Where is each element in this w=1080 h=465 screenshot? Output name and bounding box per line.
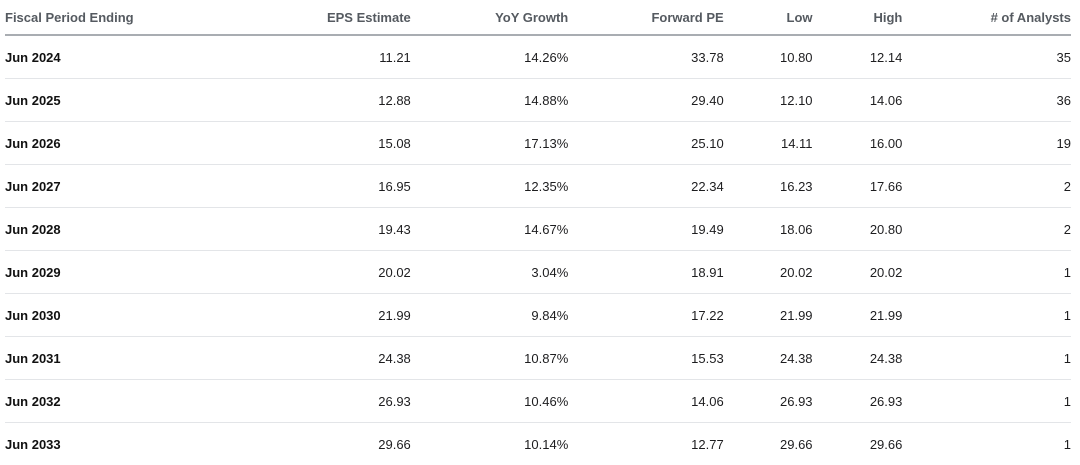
cell-high: 20.80	[813, 208, 903, 251]
cell-forward-pe: 22.34	[568, 165, 723, 208]
cell-eps-estimate: 24.38	[197, 337, 411, 380]
column-header-analysts[interactable]: # of Analysts	[902, 0, 1071, 35]
cell-analysts: 19	[902, 122, 1071, 165]
cell-fiscal-period: Jun 2032	[5, 380, 197, 423]
cell-low: 20.02	[724, 251, 813, 294]
cell-fiscal-period: Jun 2030	[5, 294, 197, 337]
cell-low: 18.06	[724, 208, 813, 251]
cell-low: 10.80	[724, 35, 813, 79]
cell-low: 26.93	[724, 380, 813, 423]
cell-fiscal-period: Jun 2026	[5, 122, 197, 165]
cell-fiscal-period: Jun 2027	[5, 165, 197, 208]
cell-forward-pe: 18.91	[568, 251, 723, 294]
cell-yoy-growth: 17.13%	[411, 122, 568, 165]
cell-high: 14.06	[813, 79, 903, 122]
cell-yoy-growth: 14.26%	[411, 35, 568, 79]
cell-low: 29.66	[724, 423, 813, 465]
cell-forward-pe: 33.78	[568, 35, 723, 79]
cell-forward-pe: 14.06	[568, 380, 723, 423]
cell-yoy-growth: 10.14%	[411, 423, 568, 465]
table-header: Fiscal Period Ending EPS Estimate YoY Gr…	[5, 0, 1071, 35]
cell-high: 21.99	[813, 294, 903, 337]
cell-high: 12.14	[813, 35, 903, 79]
cell-analysts: 1	[902, 294, 1071, 337]
column-header-low[interactable]: Low	[724, 0, 813, 35]
column-header-fiscal-period[interactable]: Fiscal Period Ending	[5, 0, 197, 35]
cell-analysts: 1	[902, 251, 1071, 294]
column-header-yoy-growth[interactable]: YoY Growth	[411, 0, 568, 35]
cell-eps-estimate: 26.93	[197, 380, 411, 423]
column-header-forward-pe[interactable]: Forward PE	[568, 0, 723, 35]
cell-eps-estimate: 15.08	[197, 122, 411, 165]
cell-low: 21.99	[724, 294, 813, 337]
cell-analysts: 1	[902, 423, 1071, 465]
cell-low: 14.11	[724, 122, 813, 165]
cell-analysts: 35	[902, 35, 1071, 79]
cell-eps-estimate: 20.02	[197, 251, 411, 294]
cell-forward-pe: 25.10	[568, 122, 723, 165]
cell-yoy-growth: 10.46%	[411, 380, 568, 423]
cell-forward-pe: 15.53	[568, 337, 723, 380]
header-row: Fiscal Period Ending EPS Estimate YoY Gr…	[5, 0, 1071, 35]
cell-high: 24.38	[813, 337, 903, 380]
cell-yoy-growth: 12.35%	[411, 165, 568, 208]
cell-low: 24.38	[724, 337, 813, 380]
cell-high: 16.00	[813, 122, 903, 165]
cell-analysts: 1	[902, 380, 1071, 423]
cell-fiscal-period: Jun 2033	[5, 423, 197, 465]
cell-high: 26.93	[813, 380, 903, 423]
column-header-high[interactable]: High	[813, 0, 903, 35]
column-header-eps-estimate[interactable]: EPS Estimate	[197, 0, 411, 35]
cell-low: 16.23	[724, 165, 813, 208]
cell-yoy-growth: 9.84%	[411, 294, 568, 337]
cell-eps-estimate: 21.99	[197, 294, 411, 337]
cell-eps-estimate: 16.95	[197, 165, 411, 208]
cell-forward-pe: 19.49	[568, 208, 723, 251]
cell-fiscal-period: Jun 2029	[5, 251, 197, 294]
cell-eps-estimate: 29.66	[197, 423, 411, 465]
cell-forward-pe: 29.40	[568, 79, 723, 122]
cell-high: 20.02	[813, 251, 903, 294]
cell-high: 29.66	[813, 423, 903, 465]
eps-estimates-table: Fiscal Period Ending EPS Estimate YoY Gr…	[5, 0, 1071, 465]
cell-low: 12.10	[724, 79, 813, 122]
cell-forward-pe: 17.22	[568, 294, 723, 337]
cell-fiscal-period: Jun 2024	[5, 35, 197, 79]
cell-yoy-growth: 14.67%	[411, 208, 568, 251]
cell-yoy-growth: 3.04%	[411, 251, 568, 294]
cell-forward-pe: 12.77	[568, 423, 723, 465]
cell-analysts: 1	[902, 337, 1071, 380]
cell-analysts: 2	[902, 208, 1071, 251]
cell-eps-estimate: 11.21	[197, 35, 411, 79]
cell-eps-estimate: 19.43	[197, 208, 411, 251]
cell-yoy-growth: 14.88%	[411, 79, 568, 122]
cell-fiscal-period: Jun 2031	[5, 337, 197, 380]
cell-yoy-growth: 10.87%	[411, 337, 568, 380]
cell-fiscal-period: Jun 2028	[5, 208, 197, 251]
cell-eps-estimate: 12.88	[197, 79, 411, 122]
cell-analysts: 2	[902, 165, 1071, 208]
cell-analysts: 36	[902, 79, 1071, 122]
cell-fiscal-period: Jun 2025	[5, 79, 197, 122]
cell-high: 17.66	[813, 165, 903, 208]
